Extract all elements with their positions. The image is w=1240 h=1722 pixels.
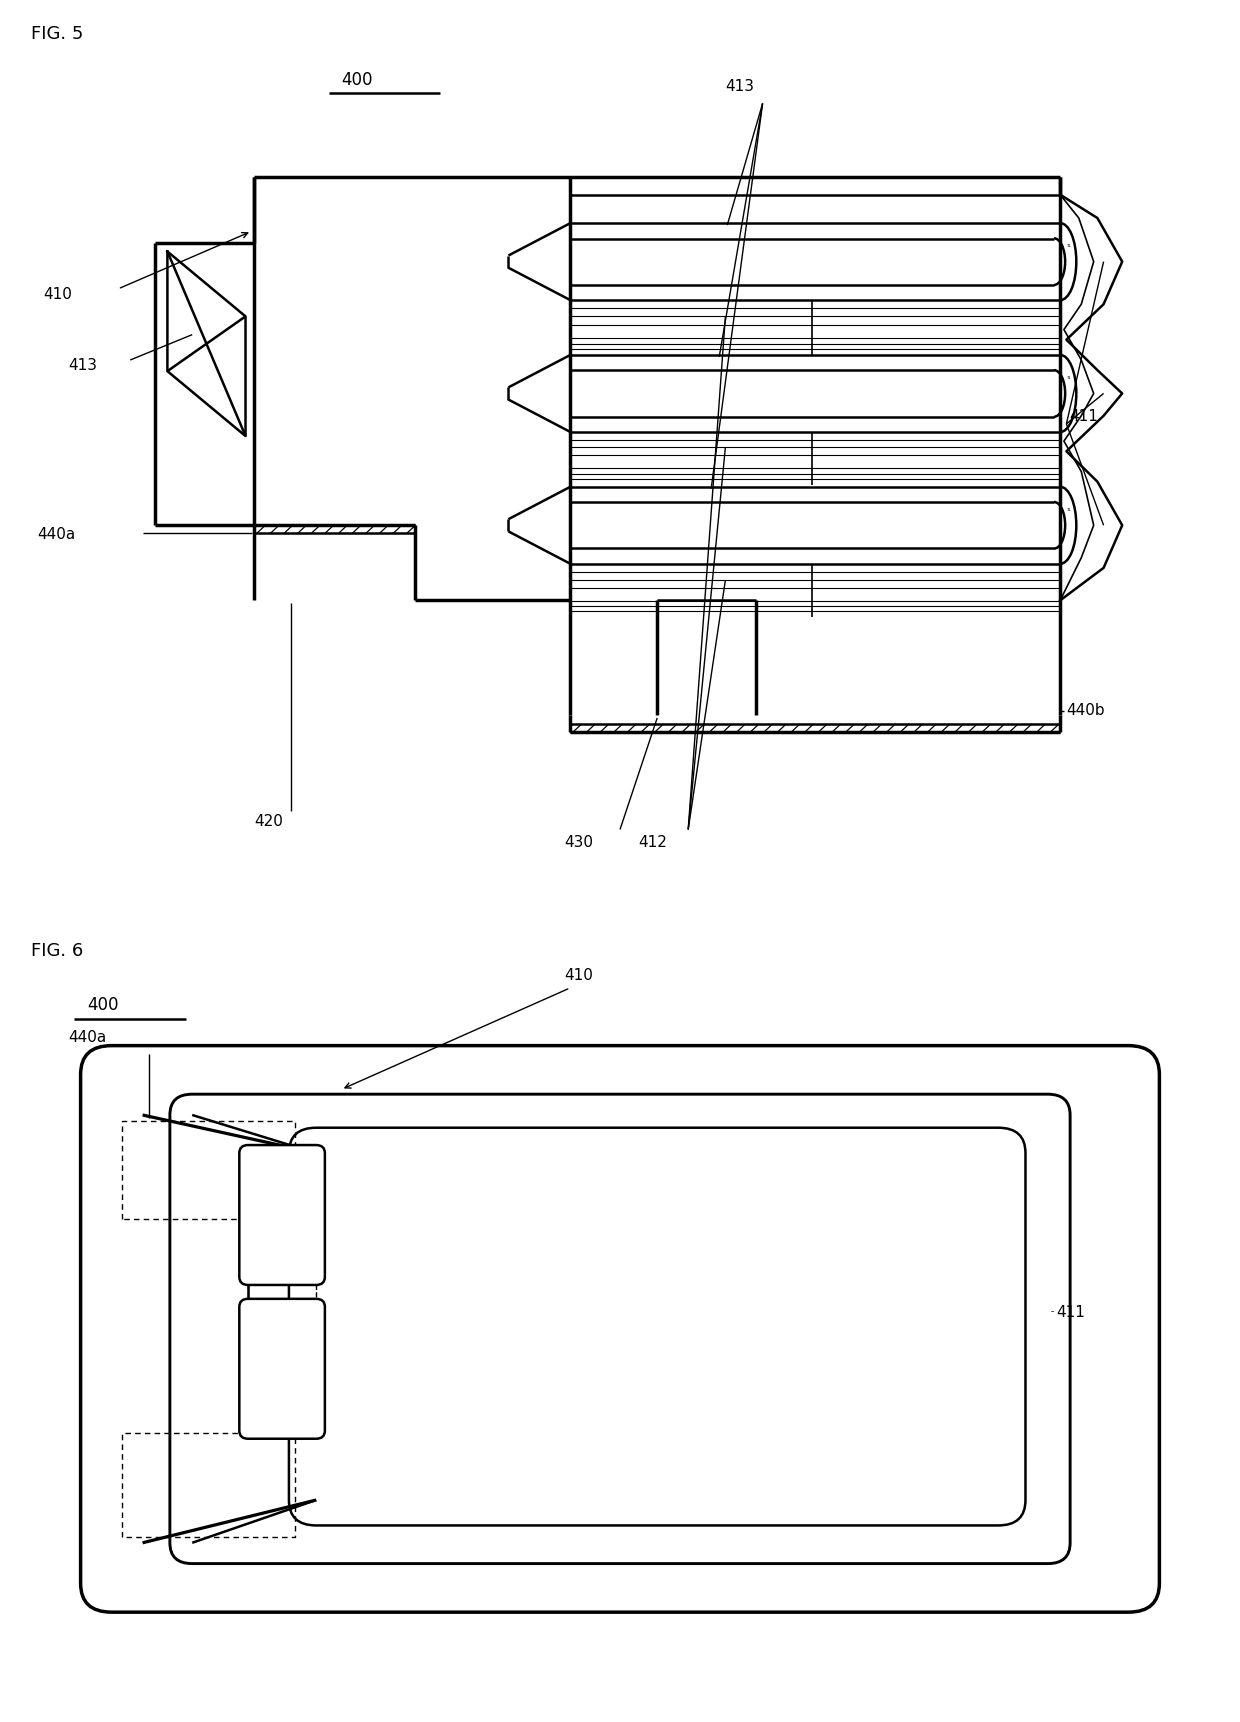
FancyBboxPatch shape: [170, 1093, 1070, 1564]
Text: 440a: 440a: [37, 527, 76, 542]
FancyBboxPatch shape: [289, 1128, 1025, 1526]
Text: FIG. 6: FIG. 6: [31, 942, 83, 959]
Text: 440a: 440a: [68, 1030, 107, 1045]
FancyBboxPatch shape: [239, 1145, 325, 1285]
Text: 413: 413: [725, 79, 754, 95]
Text: ˢ: ˢ: [1066, 508, 1070, 517]
Text: 413: 413: [68, 358, 97, 374]
Text: 410: 410: [564, 968, 593, 983]
Text: 420: 420: [254, 815, 283, 830]
Text: 411: 411: [1056, 1305, 1085, 1321]
Text: 430: 430: [564, 835, 593, 849]
Text: 411: 411: [1069, 408, 1097, 424]
Text: 412: 412: [639, 835, 667, 849]
Text: 400: 400: [341, 71, 372, 90]
Text: 410: 410: [43, 288, 72, 301]
Text: ˢ: ˢ: [1066, 243, 1070, 253]
Text: 400: 400: [87, 995, 118, 1014]
FancyBboxPatch shape: [81, 1045, 1159, 1612]
Text: ˢ: ˢ: [1066, 375, 1070, 386]
Text: FIG. 5: FIG. 5: [31, 26, 83, 43]
Text: 440b: 440b: [1066, 703, 1105, 718]
FancyBboxPatch shape: [239, 1298, 325, 1440]
